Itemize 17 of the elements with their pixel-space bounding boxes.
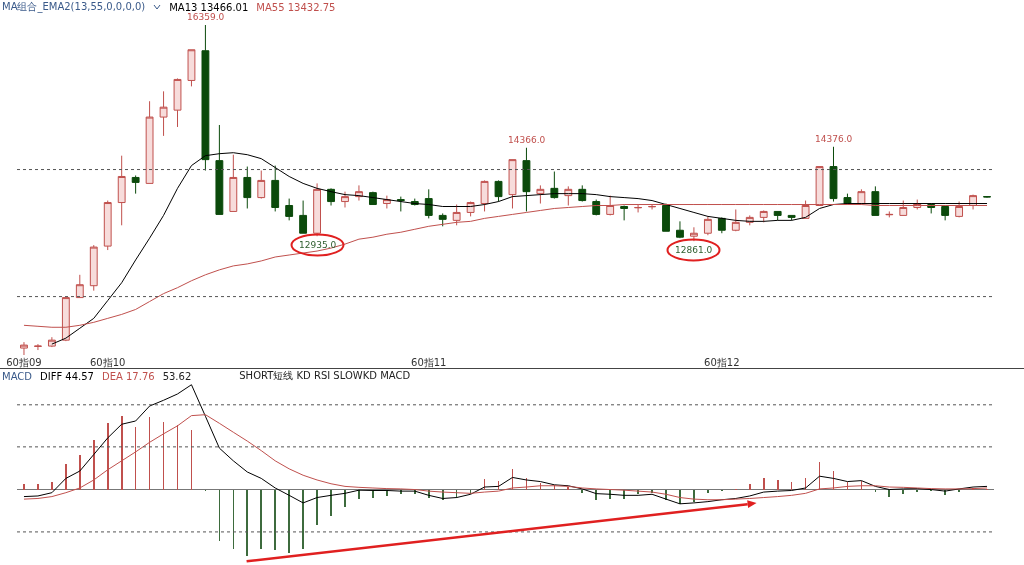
text: SHORT短线 KD RSI SLOWKD MACD [239, 369, 411, 383]
text: 53.62 [162, 370, 192, 382]
text: MA55 13432.75 [256, 1, 336, 13]
text: DIFF 44.57 [39, 370, 94, 382]
x-tick-label: 60指09 [6, 357, 42, 368]
x-tick-label: 60指11 [411, 357, 447, 368]
x-tick-label: 60指10 [89, 357, 126, 368]
text: DEA 17.76 [101, 370, 155, 382]
annotation: 14366.0 [508, 135, 546, 145]
chart-title: MA组合_EMA2(13,55,0,0,0,0) [2, 0, 146, 14]
text: MA13 13466.01 [169, 1, 249, 13]
chart-title: MACD [2, 370, 32, 382]
annotation: 12861.0 [675, 245, 713, 255]
annotation: 12935.0 [299, 240, 337, 250]
annotation: 14376.0 [815, 134, 853, 144]
x-tick-label: 60指12 [704, 357, 740, 368]
annotation: 16359.0 [187, 12, 225, 22]
